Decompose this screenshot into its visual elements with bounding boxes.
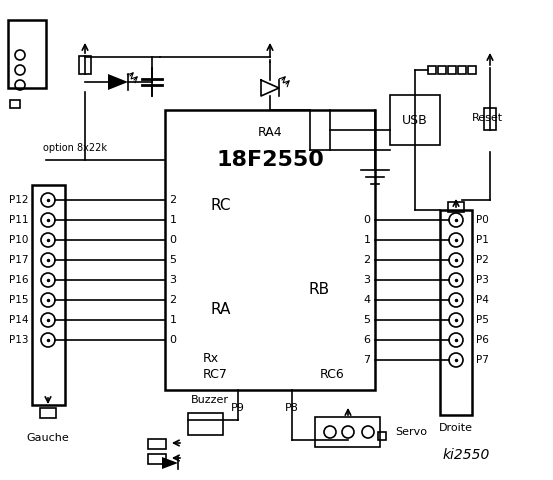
Text: 5: 5 xyxy=(363,315,371,325)
Bar xyxy=(448,66,456,74)
Text: P10: P10 xyxy=(9,235,28,245)
Text: P3: P3 xyxy=(476,275,489,285)
Polygon shape xyxy=(162,457,178,469)
Bar xyxy=(315,417,380,447)
Bar xyxy=(484,108,496,130)
Text: USB: USB xyxy=(402,113,428,127)
Bar xyxy=(438,66,446,74)
Bar xyxy=(440,210,472,415)
Text: P7: P7 xyxy=(476,355,489,365)
Bar xyxy=(448,202,464,212)
Text: 0: 0 xyxy=(363,215,371,225)
Text: P16: P16 xyxy=(8,275,28,285)
Bar xyxy=(40,408,56,418)
Text: P15: P15 xyxy=(8,295,28,305)
Text: RC6: RC6 xyxy=(320,369,345,382)
Text: 1: 1 xyxy=(363,235,371,245)
Text: RB: RB xyxy=(309,283,330,298)
Bar xyxy=(79,56,91,74)
Text: P4: P4 xyxy=(476,295,489,305)
Text: 5: 5 xyxy=(170,255,176,265)
Text: P1: P1 xyxy=(476,235,489,245)
Text: Droite: Droite xyxy=(439,423,473,433)
Text: Buzzer: Buzzer xyxy=(191,395,229,405)
Bar xyxy=(8,20,46,88)
Text: Servo: Servo xyxy=(395,427,427,437)
Text: 18F2550: 18F2550 xyxy=(216,150,324,170)
Text: RA: RA xyxy=(210,302,231,317)
Text: P14: P14 xyxy=(8,315,28,325)
Bar xyxy=(458,66,466,74)
Text: 1: 1 xyxy=(170,315,176,325)
Bar xyxy=(148,454,166,464)
Bar xyxy=(10,100,20,108)
Text: 6: 6 xyxy=(363,335,371,345)
Text: P9: P9 xyxy=(231,403,245,413)
Text: 2: 2 xyxy=(169,295,176,305)
Text: 3: 3 xyxy=(170,275,176,285)
Text: Gauche: Gauche xyxy=(27,433,69,443)
Bar xyxy=(390,95,440,145)
Text: 4: 4 xyxy=(363,295,371,305)
Bar xyxy=(32,185,65,405)
Text: 3: 3 xyxy=(363,275,371,285)
Bar xyxy=(468,66,476,74)
Text: ki2550: ki2550 xyxy=(442,448,490,462)
Bar xyxy=(165,110,375,390)
Text: P17: P17 xyxy=(8,255,28,265)
Text: 2: 2 xyxy=(363,255,371,265)
Text: 7: 7 xyxy=(363,355,371,365)
Text: P12: P12 xyxy=(8,195,28,205)
Text: 0: 0 xyxy=(170,235,176,245)
Text: P2: P2 xyxy=(476,255,489,265)
Text: P0: P0 xyxy=(476,215,489,225)
Text: P6: P6 xyxy=(476,335,489,345)
Text: P13: P13 xyxy=(8,335,28,345)
Text: 1: 1 xyxy=(170,215,176,225)
Bar xyxy=(148,439,166,449)
Text: P8: P8 xyxy=(285,403,299,413)
Bar xyxy=(188,413,223,435)
Bar xyxy=(378,432,386,440)
Text: P5: P5 xyxy=(476,315,489,325)
Text: P11: P11 xyxy=(8,215,28,225)
Polygon shape xyxy=(108,74,128,90)
Text: RC7: RC7 xyxy=(203,369,228,382)
Text: Rx: Rx xyxy=(203,351,219,364)
Bar xyxy=(428,66,436,74)
Text: RA4: RA4 xyxy=(258,125,283,139)
Text: RC: RC xyxy=(210,197,231,213)
Text: 0: 0 xyxy=(170,335,176,345)
Text: Reset: Reset xyxy=(472,113,503,123)
Text: 2: 2 xyxy=(169,195,176,205)
Text: option 8x22k: option 8x22k xyxy=(43,143,107,153)
